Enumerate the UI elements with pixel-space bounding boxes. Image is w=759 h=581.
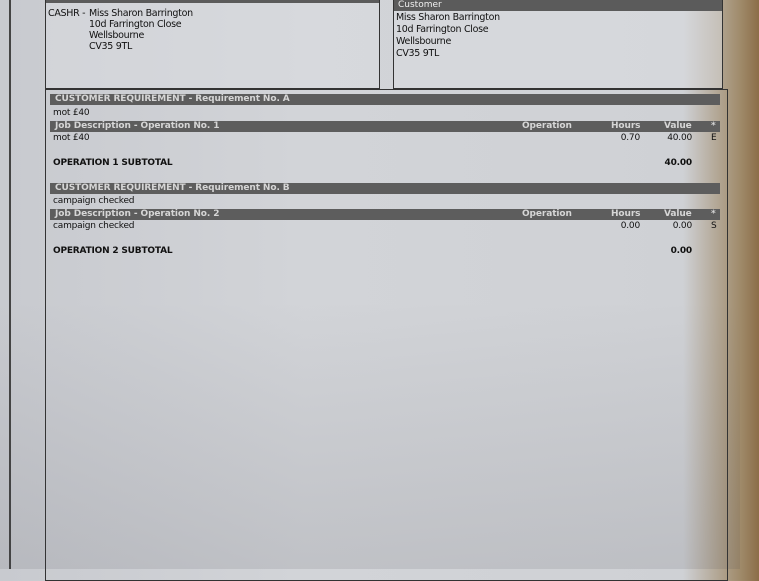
page-margin-line [9,0,11,569]
subtotal-a-label: OPERATION 1 SUBTOTAL [53,158,173,168]
col-flag: * [711,209,716,219]
requirement-a-header: CUSTOMER REQUIREMENT - Requirement No. A [50,94,720,105]
customer-address-box: Customer Miss Sharon Barrington 10d Farr… [393,0,723,89]
job-a-hours: 0.70 [620,133,640,143]
cashier-line2: Wellsbourne [89,30,145,41]
job-a-flag: E [711,133,717,143]
requirement-b-header: CUSTOMER REQUIREMENT - Requirement No. B [50,183,720,194]
cashier-postcode: CV35 9TL [89,41,132,52]
col-operation: Operation [522,121,572,131]
job-b-header: Job Description - Operation No. 2 Operat… [50,209,720,220]
cashier-line1: 10d Farrington Close [89,19,182,30]
job-a-header: Job Description - Operation No. 1 Operat… [50,121,720,132]
job-a-title: Job Description - Operation No. 1 [55,121,220,131]
requirement-a-title: CUSTOMER REQUIREMENT - Requirement No. A [55,94,290,104]
job-a-description: mot £40 [53,133,90,143]
subtotal-b-label: OPERATION 2 SUBTOTAL [53,246,173,256]
subtotal-b-value: 0.00 [670,246,693,256]
cashier-prefix: CASHR - [48,8,86,19]
job-b-description: campaign checked [53,221,135,231]
cashier-name: Miss Sharon Barrington [89,8,193,19]
col-hours: Hours [611,209,641,219]
customer-name: Miss Sharon Barrington [396,12,500,23]
requirement-b-text: campaign checked [53,196,135,206]
job-a-value: 40.00 [667,133,692,143]
col-hours: Hours [611,121,641,131]
requirement-a-text: mot £40 [53,108,90,118]
cashier-address-box: CASHR - Miss Sharon Barrington 10d Farri… [45,0,380,89]
col-value: Value [664,121,692,131]
cashier-box-header [46,0,379,3]
requirement-b-title: CUSTOMER REQUIREMENT - Requirement No. B [55,183,290,193]
customer-line2: Wellsbourne [396,36,452,47]
customer-line1: 10d Farrington Close [396,24,489,35]
subtotal-a-value: 40.00 [664,158,693,168]
col-flag: * [711,121,716,131]
col-operation: Operation [522,209,572,219]
job-b-hours: 0.00 [620,221,640,231]
col-value: Value [664,209,692,219]
customer-postcode: CV35 9TL [396,48,439,59]
job-b-value: 0.00 [672,221,692,231]
customer-box-header: Customer [394,0,722,11]
job-b-title: Job Description - Operation No. 2 [55,209,220,219]
job-b-flag: S [711,221,717,231]
